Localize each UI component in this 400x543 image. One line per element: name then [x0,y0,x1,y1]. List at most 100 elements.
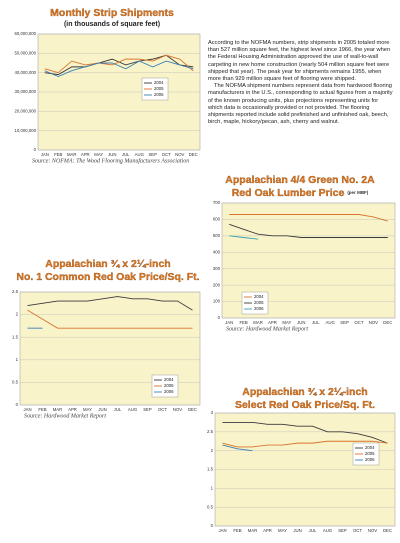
x-tick-label: DEC [383,528,392,533]
legend-label: 2005 [254,300,264,305]
paragraph: According to the NOFMA numbers, strip sh… [208,40,391,83]
series-line [222,444,253,452]
y-tick-label: 0.5 [12,380,19,385]
x-tick-label: MAR [248,528,258,533]
y-tick-label: 0.5 [207,504,214,509]
y-tick-label: 2 [16,312,19,317]
legend-box [141,77,169,101]
x-tick-label: NOV [368,528,377,533]
x-tick-label: OCT [162,152,171,157]
legend-label: 2005 [154,86,164,91]
source-note: Source: NOFMA: The Wood Flooring Manufac… [32,157,189,164]
x-tick-label: JUL [122,152,130,157]
x-tick-label: FEB [233,528,241,533]
y-tick-label: 0 [16,402,19,407]
y-tick-label: 10,000,000 [14,128,36,133]
y-tick-label: 2.5 [12,289,19,294]
x-tick-label: JUL [309,528,317,533]
x-tick-label: APR [263,528,272,533]
chart-title: Appalachian ¾ x 2¼-inch [242,386,367,398]
chart-title: Monthly Strip Shipments [50,7,174,19]
title-line: Appalachian ¾ x 2¼-inch [242,386,367,398]
y-tick-label: 0 [211,523,214,528]
x-tick-label: JAN [23,407,31,412]
y-tick-label: 2.5 [207,429,214,434]
x-tick-label: OCT [158,407,167,412]
legend-label: 2006 [365,457,375,462]
x-tick-label: JAN [225,320,233,325]
x-tick-label: FEB [38,407,46,412]
x-tick-label: JAN [41,152,49,157]
y-tick-label: 500 [213,233,221,238]
x-tick-label: SEP [338,528,347,533]
x-tick-label: JUN [293,528,301,533]
y-tick-label: 0 [34,147,37,152]
legend-label: 2004 [365,445,375,450]
source-note: Source: Hardwood Market Report [226,326,308,332]
x-tick-label: SEP [340,320,349,325]
legend-label: 2006 [164,389,174,394]
series-line [27,309,193,329]
x-tick-label: MAR [253,320,263,325]
series-line [44,60,194,78]
y-tick-label: 30,000,000 [14,89,36,94]
x-tick-label: APR [81,152,90,157]
x-tick-label: FEB [54,152,62,157]
legend-box [151,374,179,398]
y-tick-label: 600 [213,217,221,222]
x-tick-label: JUN [108,152,116,157]
x-tick-label: MAY [278,528,287,533]
y-tick-label: 1.5 [207,467,214,472]
series-line [229,235,259,240]
y-tick-label: 1.5 [12,334,19,339]
x-tick-label: SEP [148,152,157,157]
series-line [44,54,194,74]
chart-title: No. 1 Common Red Oak Price/Sq. Ft. [16,271,199,283]
chart-title: Appalachian 4/4 Green No. 2A [225,174,375,186]
x-tick-label: JUL [312,320,320,325]
x-tick-label: DEC [189,152,198,157]
x-tick-label: JAN [218,528,226,533]
x-tick-label: MAY [94,152,103,157]
legend-label: 2005 [365,451,375,456]
title-note: (per MBF) [347,190,368,195]
x-tick-label: OCT [353,528,362,533]
x-tick-label: JUN [297,320,305,325]
series-line [27,296,193,311]
x-tick-label: AUG [135,152,145,157]
x-tick-label: APR [268,320,277,325]
title-line: Red Oak Lumber Price [232,187,345,199]
x-tick-label: AUG [323,528,333,533]
series-line [229,223,388,238]
x-tick-label: MAY [282,320,291,325]
legend-label: 2004 [154,80,164,85]
y-tick-label: 40,000,000 [14,70,36,75]
y-tick-label: 200 [213,282,221,287]
source-note: Source: Hardwood Market Report [24,413,106,419]
y-tick-label: 50,000,000 [14,50,36,55]
legend-label: 2004 [164,377,174,382]
x-tick-label: MAR [53,407,63,412]
title-line: No. 1 Common Red Oak Price/Sq. Ft. [16,271,199,283]
x-tick-label: FEB [239,320,247,325]
chart-title: Select Red Oak Price/Sq. Ft. [235,399,375,411]
legend-label: 2006 [154,92,164,97]
y-tick-label: 3 [211,410,214,415]
series-line [222,440,388,448]
legend-label: 2005 [164,383,174,388]
chart-subtitle: (in thousands of square feet) [64,21,160,28]
article: According to the NOFMA numbers, strip sh… [208,40,394,126]
x-tick-label: JUN [98,407,106,412]
x-tick-label: OCT [354,320,363,325]
y-tick-label: 2 [211,448,214,453]
x-tick-label: MAR [67,152,77,157]
chart-title: Red Oak Lumber Price (per MBF) [232,187,369,199]
x-tick-label: AUG [128,407,138,412]
y-tick-label: 0 [218,315,221,320]
y-tick-label: 1 [16,357,19,362]
y-tick-label: 400 [213,249,221,254]
x-tick-label: NOV [173,407,182,412]
title-line: Appalachian ¾ x 2¼-inch [45,258,170,270]
